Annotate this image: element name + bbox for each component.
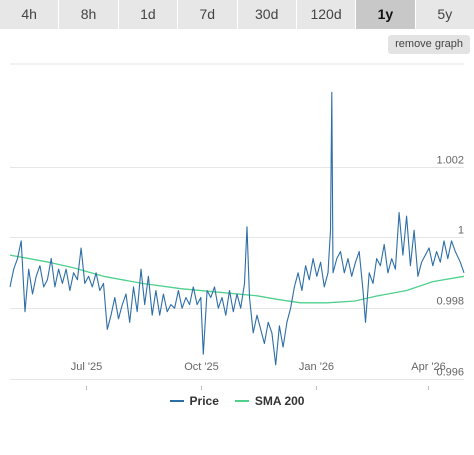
y-tick-label: 0.996 <box>436 367 464 379</box>
tab-8h[interactable]: 8h <box>59 0 118 29</box>
x-tick-label: Oct '25 <box>184 361 219 373</box>
tab-120d[interactable]: 120d <box>296 0 356 29</box>
chart-legend: Price SMA 200 <box>0 391 474 411</box>
price-swatch-icon <box>169 400 184 402</box>
tab-1d[interactable]: 1d <box>118 0 178 29</box>
tab-1y[interactable]: 1y <box>356 0 415 29</box>
x-axis-ticks: Jul '25 Oct '25 Jan '26 Apr '26 <box>71 361 446 390</box>
x-tick-label: Jul '25 <box>71 361 102 373</box>
sma-200-line <box>9 254 465 304</box>
sma-swatch-icon <box>234 400 249 402</box>
price-chart: 0.996 0.998 1 1.002 Jul '25 Oct '25 Jan '26 Ap… <box>9 63 465 390</box>
x-tick-label: Apr '26 <box>411 361 446 373</box>
legend-item-sma[interactable]: SMA 200 <box>234 394 305 408</box>
tab-7d[interactable]: 7d <box>178 0 237 29</box>
chart-series <box>9 91 465 366</box>
remove-graph-button[interactable]: remove graph <box>388 35 470 54</box>
y-tick-label: 1 <box>458 225 464 237</box>
price-line <box>9 91 465 366</box>
tab-4h[interactable]: 4h <box>0 0 59 29</box>
chart-grid <box>10 63 464 380</box>
range-tabs: 4h 8h 1d 7d 30d 120d 1y 5y <box>0 0 474 30</box>
legend-item-price[interactable]: Price <box>169 394 219 408</box>
y-tick-label: 1.002 <box>436 155 464 167</box>
y-tick-label: 0.998 <box>436 296 464 308</box>
legend-label-price: Price <box>189 394 219 408</box>
tab-30d[interactable]: 30d <box>237 0 296 29</box>
x-tick-label: Jan '26 <box>299 361 334 373</box>
legend-label-sma: SMA 200 <box>254 394 305 408</box>
y-axis-ticks: 0.996 0.998 1 1.002 <box>436 155 464 379</box>
tab-5y[interactable]: 5y <box>415 0 474 29</box>
